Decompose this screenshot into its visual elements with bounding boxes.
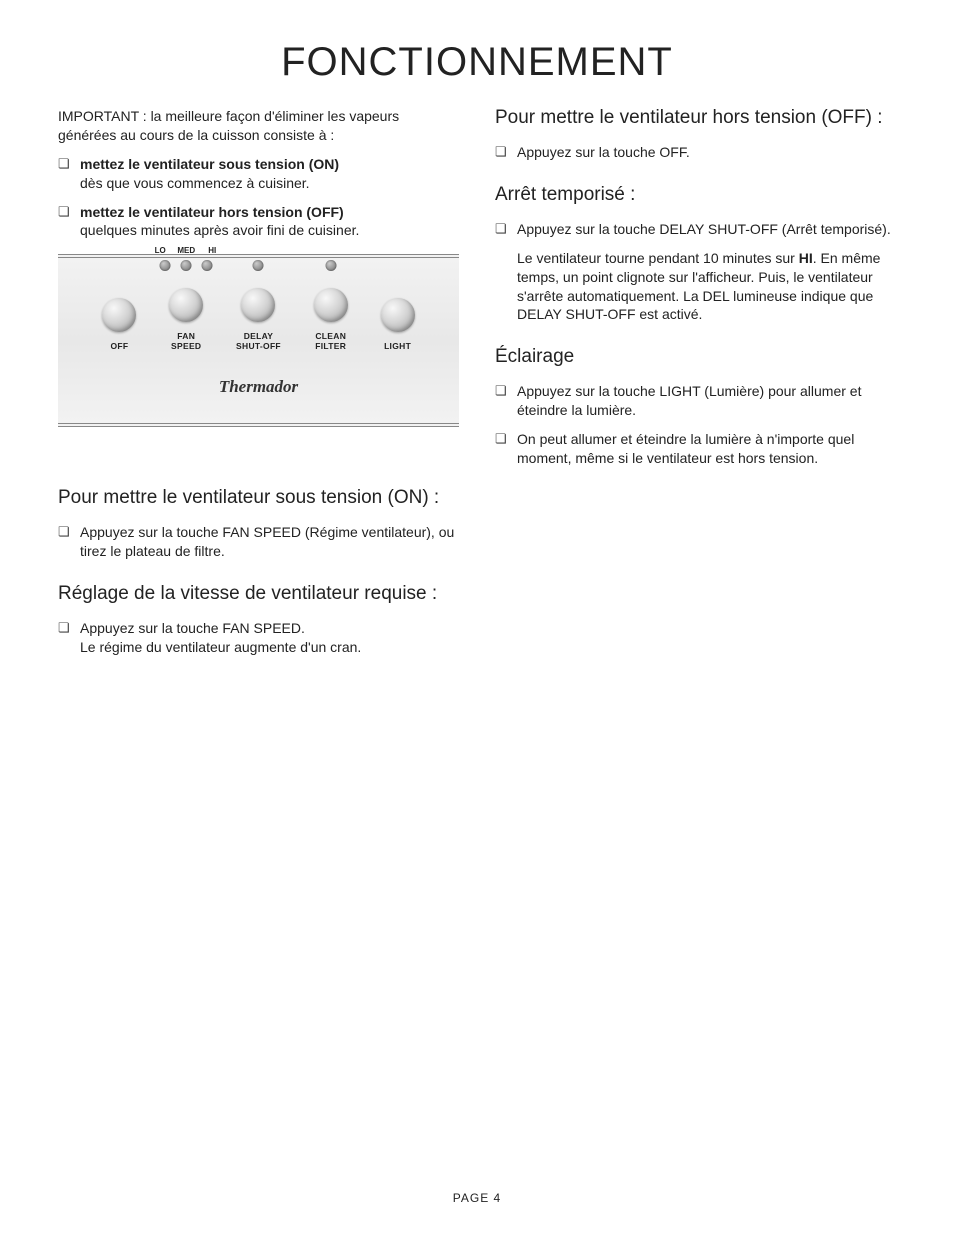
left-column: IMPORTANT : la meilleure façon d'élimine…: [58, 107, 459, 671]
led-label: MED: [176, 246, 196, 255]
led-labels: LO MED HI: [150, 246, 222, 255]
button-label: DELAY SHUT-OFF: [236, 332, 281, 351]
led-icon: [202, 260, 213, 271]
led-label: HI: [202, 246, 222, 255]
section-list: Appuyez sur la touche DELAY SHUT-OFF (Ar…: [495, 220, 896, 239]
panel-button-row: OFF LO MED HI FAN SPEED: [68, 288, 449, 351]
tips-list: mettez le ventilateur sous tension (ON) …: [58, 155, 459, 241]
button-icon: [241, 288, 275, 322]
list-item: Appuyez sur la touche FAN SPEED (Régime …: [58, 523, 459, 561]
button-icon: [314, 288, 348, 322]
list-item: mettez le ventilateur hors tension (OFF)…: [58, 203, 459, 241]
section-heading: Pour mettre le ventilateur hors tension …: [495, 107, 896, 129]
led-label: LO: [150, 246, 170, 255]
panel-button-off: OFF: [102, 298, 136, 351]
section-list: Appuyez sur la touche FAN SPEED. Le régi…: [58, 619, 459, 657]
section-list: Appuyez sur la touche LIGHT (Lumière) po…: [495, 382, 896, 468]
tip-text: dès que vous commencez à cuisiner.: [80, 174, 459, 193]
bold-text: HI: [799, 250, 813, 266]
extra-paragraph: Le ventilateur tourne pendant 10 minutes…: [495, 249, 896, 325]
panel-button-light: LIGHT: [381, 298, 415, 351]
list-item: Appuyez sur la touche FAN SPEED. Le régi…: [58, 619, 459, 657]
panel-button-clean-filter: CLEAN FILTER: [314, 288, 348, 351]
section-heading: Arrêt temporisé :: [495, 184, 896, 206]
page-number: PAGE 4: [0, 1191, 954, 1205]
section-list: Appuyez sur la touche FAN SPEED (Régime …: [58, 523, 459, 561]
panel-button-delay: DELAY SHUT-OFF: [236, 288, 281, 351]
list-item: On peut allumer et éteindre la lumière à…: [495, 430, 896, 468]
section-heading: Réglage de la vitesse de ventilateur req…: [58, 583, 459, 605]
section-heading: Éclairage: [495, 346, 896, 368]
button-icon: [381, 298, 415, 332]
brand-logo-text: Thermador: [68, 377, 449, 397]
button-icon: [102, 298, 136, 332]
button-label: LIGHT: [381, 342, 415, 351]
section-heading: Pour mettre le ventilateur sous tension …: [58, 487, 459, 509]
led-icon: [160, 260, 171, 271]
list-item: Appuyez sur la touche OFF.: [495, 143, 896, 162]
tip-bold: mettez le ventilateur hors tension (OFF): [80, 203, 459, 222]
right-column: Pour mettre le ventilateur hors tension …: [495, 107, 896, 671]
content-columns: IMPORTANT : la meilleure façon d'élimine…: [58, 107, 896, 671]
button-label: OFF: [102, 342, 136, 351]
intro-paragraph: IMPORTANT : la meilleure façon d'élimine…: [58, 107, 459, 145]
panel-button-fan-speed: LO MED HI FAN SPEED: [169, 288, 203, 351]
tip-bold: mettez le ventilateur sous tension (ON): [80, 155, 459, 174]
text-span: Le ventilateur tourne pendant 10 minutes…: [517, 250, 799, 266]
button-icon: [169, 288, 203, 322]
list-item: Appuyez sur la touche DELAY SHUT-OFF (Ar…: [495, 220, 896, 239]
section-list: Appuyez sur la touche OFF.: [495, 143, 896, 162]
list-item: mettez le ventilateur sous tension (ON) …: [58, 155, 459, 193]
led-icon: [325, 260, 336, 271]
led-row: [160, 260, 213, 271]
control-panel-illustration: OFF LO MED HI FAN SPEED: [58, 254, 459, 427]
led-icon: [181, 260, 192, 271]
button-label: CLEAN FILTER: [314, 332, 348, 351]
button-label: FAN SPEED: [169, 332, 203, 351]
list-item: Appuyez sur la touche LIGHT (Lumière) po…: [495, 382, 896, 420]
led-icon: [253, 260, 264, 271]
tip-text: quelques minutes après avoir fini de cui…: [80, 221, 459, 240]
page-title: FONCTIONNEMENT: [58, 40, 896, 85]
